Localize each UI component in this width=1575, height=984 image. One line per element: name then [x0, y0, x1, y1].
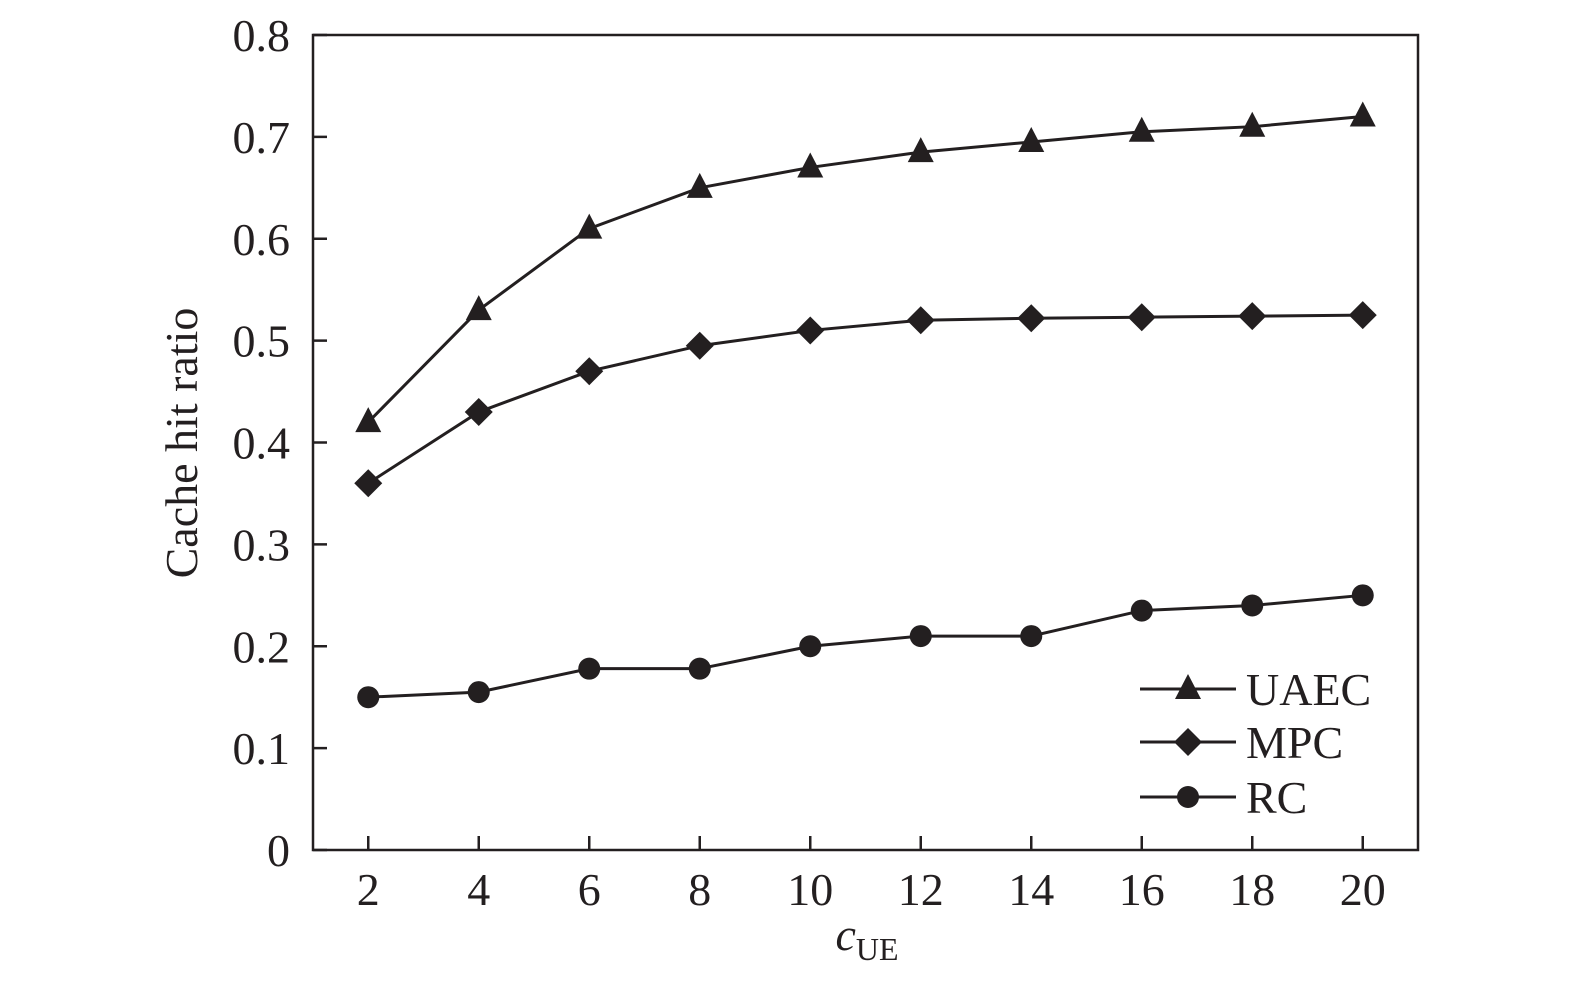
data-point [1348, 301, 1377, 330]
data-point [1238, 302, 1267, 331]
data-point [907, 137, 934, 163]
data-point [354, 469, 383, 498]
legend-item-uaec: UAEC [1140, 664, 1371, 715]
legend-marker [1177, 786, 1199, 808]
data-point [357, 686, 380, 709]
y-tick-label: 0.8 [233, 10, 291, 61]
data-point [909, 625, 932, 648]
data-point [1130, 599, 1153, 622]
x-axis-label-main: c [835, 909, 855, 960]
series-layer [354, 101, 1377, 709]
y-axis: 0 0.1 0.2 0.3 0.4 0.5 0.6 0.7 0.8 [233, 10, 327, 876]
data-point [576, 213, 603, 239]
x-tick-label: 16 [1119, 864, 1165, 915]
y-tick-label: 0.7 [233, 112, 291, 163]
series-line [367, 115, 1363, 424]
x-tick-label: 8 [688, 864, 711, 915]
data-point [1127, 303, 1156, 332]
x-tick-label: 4 [467, 864, 490, 915]
data-point [688, 657, 711, 680]
x-tick-label: 20 [1340, 864, 1386, 915]
y-tick-label: 0.6 [233, 214, 291, 265]
y-tick-label: 0.4 [233, 418, 291, 469]
x-tick-label: 12 [898, 864, 944, 915]
y-axis-label: Cache hit ratio [156, 308, 207, 579]
legend-label: MPC [1246, 717, 1343, 768]
y-tick-label: 0.3 [233, 519, 291, 570]
series-mpc [354, 301, 1377, 498]
x-tick-label: 18 [1229, 864, 1275, 915]
y-tick-label: 0.1 [233, 723, 291, 774]
y-tick-label: 0 [267, 825, 290, 876]
data-point [797, 152, 824, 178]
data-point [1020, 625, 1043, 648]
legend-item-mpc: MPC [1140, 717, 1343, 768]
data-point [1349, 101, 1376, 127]
data-point [685, 331, 714, 360]
data-point [1239, 111, 1266, 137]
series-rc [357, 584, 1374, 709]
x-tick-label: 6 [578, 864, 601, 915]
x-axis-label-subscript: UE [856, 931, 899, 967]
y-tick-label: 0.2 [233, 621, 291, 672]
data-point [1017, 304, 1046, 333]
data-point [355, 407, 382, 433]
data-point [1241, 594, 1264, 617]
data-point [799, 635, 822, 658]
y-tick-label: 0.5 [233, 316, 291, 367]
x-tick-label: 2 [357, 864, 380, 915]
series-uaec [355, 101, 1376, 433]
legend-label: UAEC [1246, 664, 1371, 715]
data-point [464, 397, 493, 426]
x-axis-label: cUE [835, 909, 898, 967]
data-point [578, 657, 601, 680]
legend-label: RC [1246, 772, 1307, 823]
data-point [796, 316, 825, 345]
x-axis: 2 4 6 8 10 12 14 16 18 20 [357, 836, 1386, 915]
data-point [1128, 116, 1155, 142]
data-point [686, 172, 713, 198]
data-point [906, 306, 935, 335]
legend-item-rc: RC [1140, 772, 1307, 823]
data-point [575, 357, 604, 386]
legend-marker [1174, 728, 1202, 756]
x-tick-label: 14 [1008, 864, 1054, 915]
data-point [467, 681, 490, 704]
x-tick-label: 10 [787, 864, 833, 915]
series-line [367, 313, 1363, 485]
data-point [1018, 126, 1045, 152]
legend-marker [1175, 674, 1201, 699]
series-line [368, 593, 1363, 699]
data-point [1351, 584, 1374, 607]
data-point [465, 295, 492, 321]
